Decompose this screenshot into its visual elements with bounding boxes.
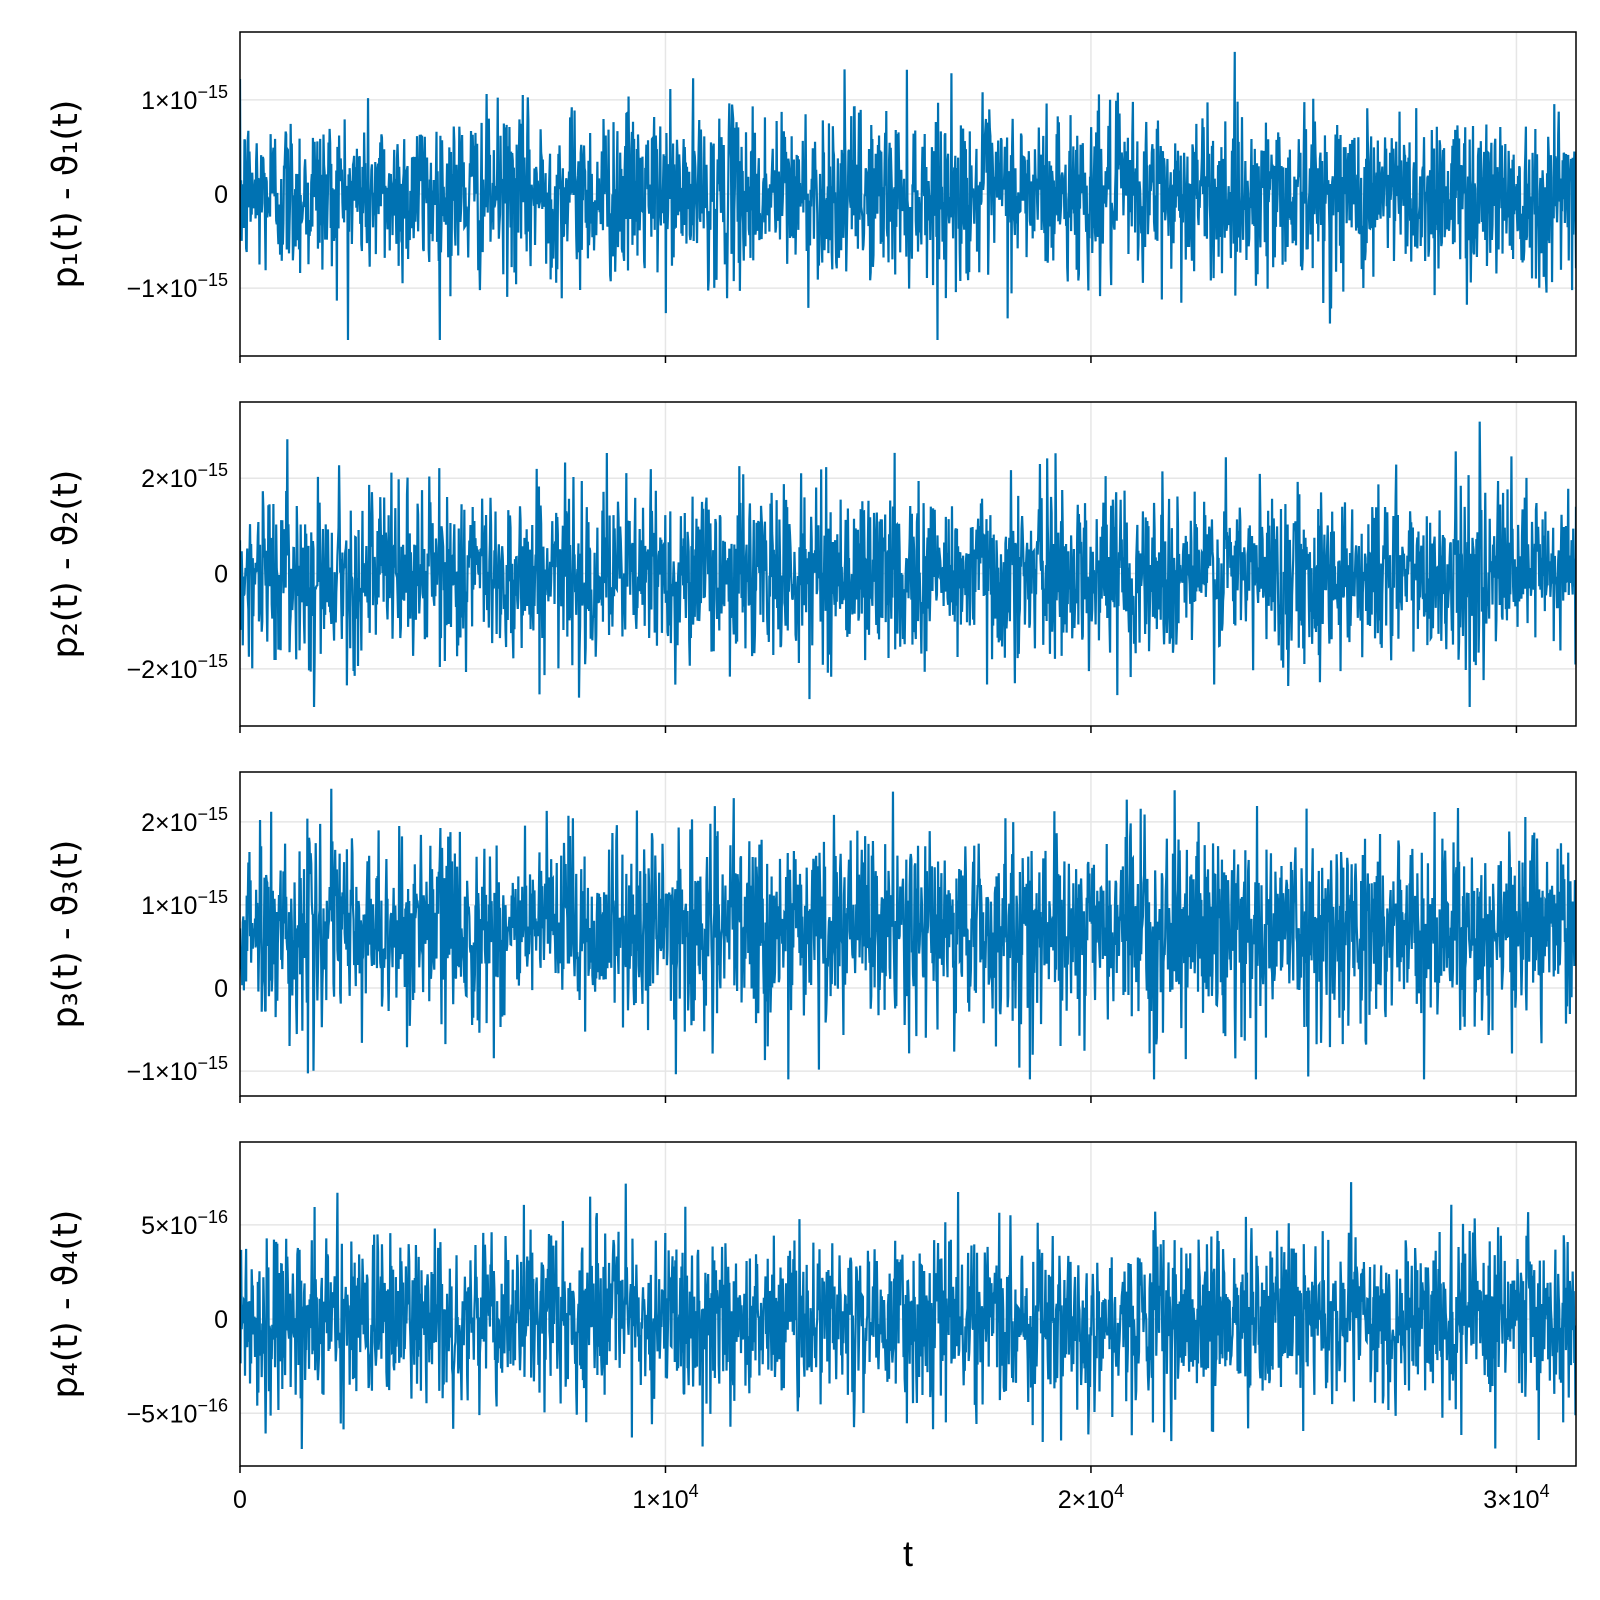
axes-frame: [239, 401, 1577, 727]
x-tick-label: 3×104: [1483, 1481, 1549, 1514]
x-tick-label: 2×104: [1058, 1481, 1124, 1514]
y-axis-label: p₂(t) - ϑ₂(t): [46, 470, 86, 659]
y-tick-label: −1×10−15: [127, 1053, 228, 1086]
y-tick-label: −2×10−15: [127, 651, 228, 684]
y-tick-label: 0: [214, 1306, 228, 1334]
y-axis-label: p₁(t) - ϑ₁(t): [46, 100, 86, 289]
series-line: [240, 421, 1576, 707]
panel-3: −1×10−15 0 1×10−15 2×10−15 p₃(t) - ϑ₃(t): [46, 771, 1577, 1103]
y-tick-label: −1×10−15: [127, 270, 228, 303]
y-axis-label: p₄(t) - ϑ₄(t): [46, 1210, 86, 1399]
y-tick-label: 2×10−15: [141, 460, 228, 493]
y-tick-label: −5×10−16: [127, 1395, 228, 1428]
panel-2: −2×10−15 0 2×10−15 p₂(t) - ϑ₂(t): [46, 401, 1577, 733]
y-tick-label: 0: [214, 561, 228, 589]
y-tick-label: 0: [214, 975, 228, 1003]
x-tick-label: 0: [233, 1486, 247, 1514]
series-line: [240, 1182, 1576, 1450]
x-tick-label: 1×104: [632, 1481, 698, 1514]
axes-frame: [239, 771, 1577, 1097]
y-tick-label: 1×10−15: [141, 887, 228, 920]
y-tick-label: 0: [214, 181, 228, 209]
series-line: [240, 51, 1576, 340]
series-line: [240, 788, 1576, 1080]
y-tick-label: 5×10−16: [141, 1207, 228, 1240]
y-tick-label: 1×10−15: [141, 82, 228, 115]
axes-frame: [239, 31, 1577, 357]
axes-frame: [239, 1141, 1577, 1467]
y-axis-label: p₃(t) - ϑ₃(t): [46, 840, 86, 1029]
panel-4: 0 1×104 2×104 3×104 −5×10−16 0 5×10−16 p₄(t) - …: [46, 1141, 1577, 1574]
panel-1: −1×10−15 0 1×10−15 p₁(t) - ϑ₁(t): [46, 31, 1577, 363]
x-axis-label: t: [903, 1533, 913, 1574]
y-tick-label: 2×10−15: [141, 804, 228, 837]
